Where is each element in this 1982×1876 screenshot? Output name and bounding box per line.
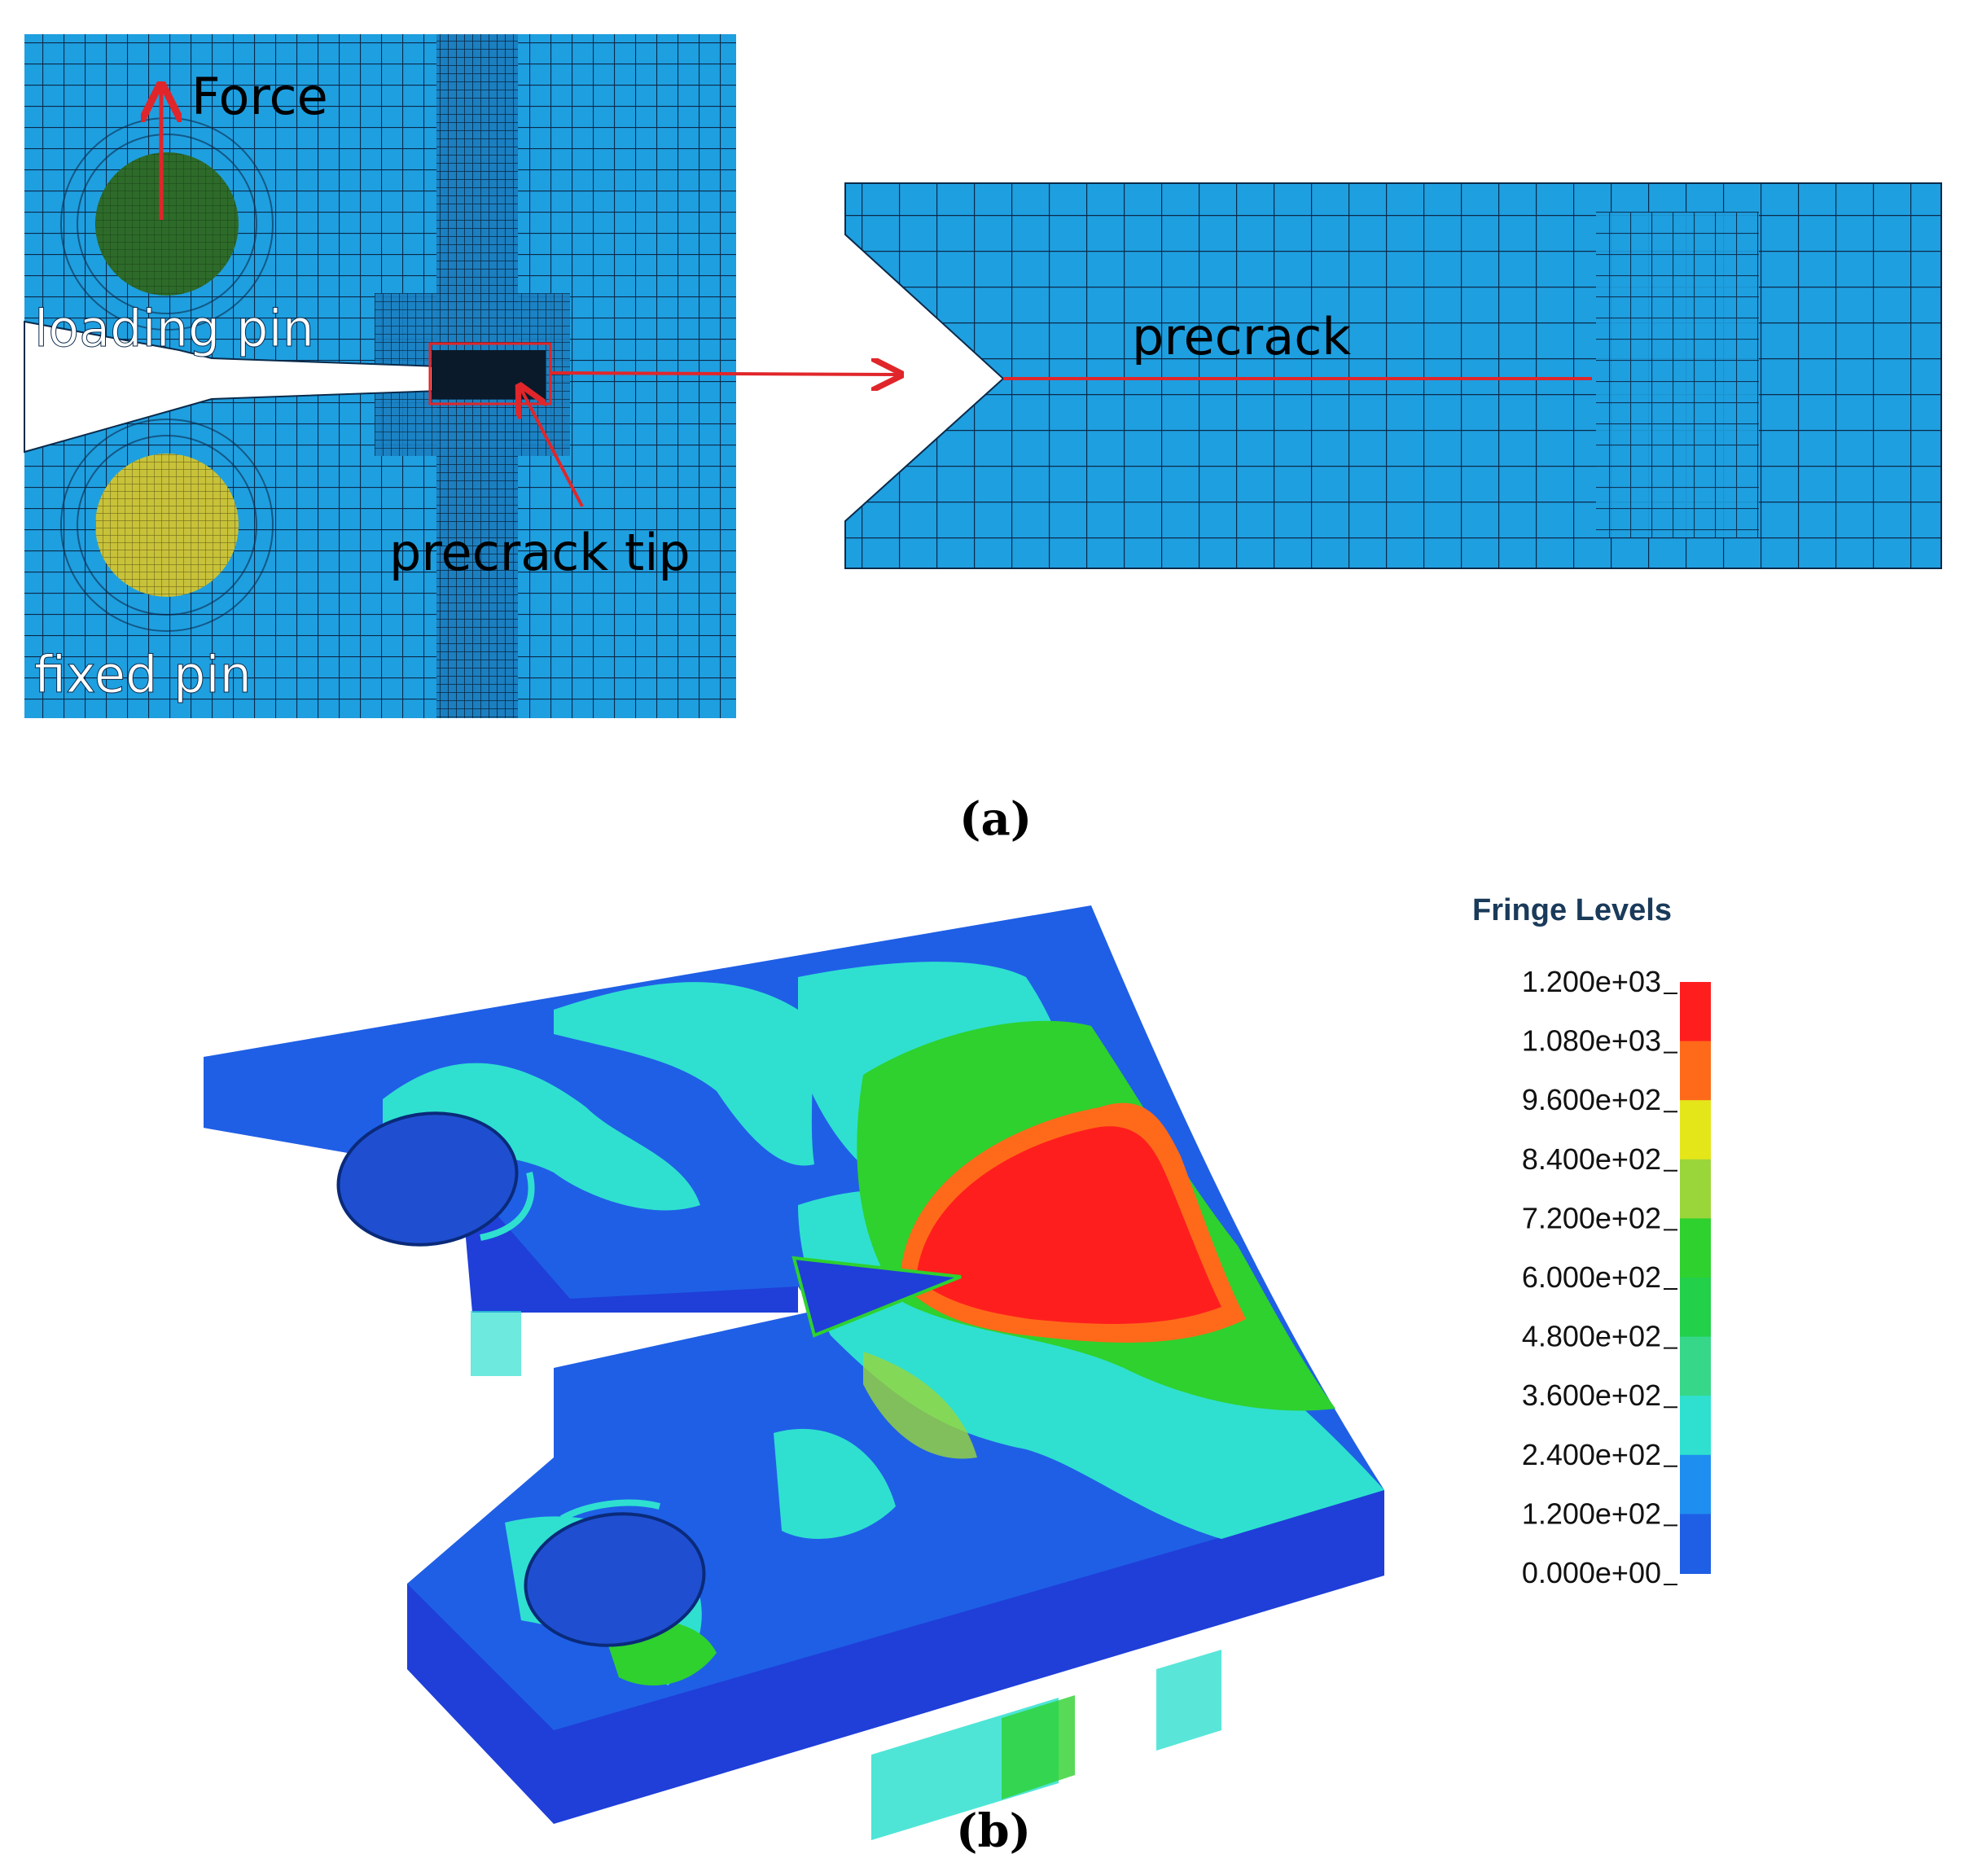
legend-color-segment <box>1680 1159 1711 1220</box>
panel-b-contour <box>204 905 1384 1840</box>
legend-color-segment <box>1680 1100 1711 1160</box>
fringe-legend: Fringe Levels 1.200e+03 1.080e+03 9.600e+0… <box>1472 893 1711 1589</box>
legend-color-segment <box>1680 1514 1711 1574</box>
label-precrack-tip: precrack tip <box>389 523 691 582</box>
zoom-arrow <box>550 373 897 375</box>
fixed-pin <box>95 454 239 597</box>
label-precrack: precrack <box>1132 307 1351 366</box>
legend-level-label: 7.200e+02 <box>1522 1201 1661 1234</box>
legend-level-label: 8.400e+02 <box>1522 1142 1661 1176</box>
pin-bottom-3d <box>524 1512 706 1647</box>
caption-a: (a) <box>959 792 1032 846</box>
legend-level-label: 3.600e+02 <box>1522 1379 1661 1412</box>
legend-color-segment <box>1680 1041 1711 1102</box>
legend-level-label: 1.200e+02 <box>1522 1497 1661 1530</box>
label-force: Force <box>191 67 328 126</box>
legend-level-label: 2.400e+02 <box>1522 1438 1661 1471</box>
panel-a-left-mesh: Force loading pin precrack tip fixed pin <box>24 34 897 718</box>
legend-color-segment <box>1680 982 1711 1042</box>
label-loading-pin: loading pin <box>34 299 314 358</box>
legend-color-segment <box>1680 1396 1711 1456</box>
legend-color-segment <box>1680 1218 1711 1278</box>
legend-level-label: 6.000e+02 <box>1522 1260 1661 1294</box>
legend-color-segment <box>1680 1336 1711 1397</box>
legend-level-label: 1.080e+03 <box>1522 1024 1661 1058</box>
legend-level-label: 0.000e+00 <box>1522 1556 1661 1589</box>
legend-level-label: 4.800e+02 <box>1522 1320 1661 1353</box>
legend-title: Fringe Levels <box>1472 893 1672 927</box>
tip-pointer-arrow <box>521 389 584 507</box>
label-fixed-pin: fixed pin <box>34 645 252 704</box>
pin-top-3d <box>336 1111 519 1247</box>
legend-level-label: 9.600e+02 <box>1522 1083 1661 1116</box>
legend-color-segment <box>1680 1454 1711 1515</box>
loading-pin <box>95 152 239 296</box>
legend-level-label: 1.200e+03 <box>1522 965 1661 998</box>
panel-a-zoom-mesh: precrack <box>844 182 1942 569</box>
legend-color-segment <box>1680 1278 1711 1338</box>
caption-b: (b) <box>956 1804 1031 1858</box>
